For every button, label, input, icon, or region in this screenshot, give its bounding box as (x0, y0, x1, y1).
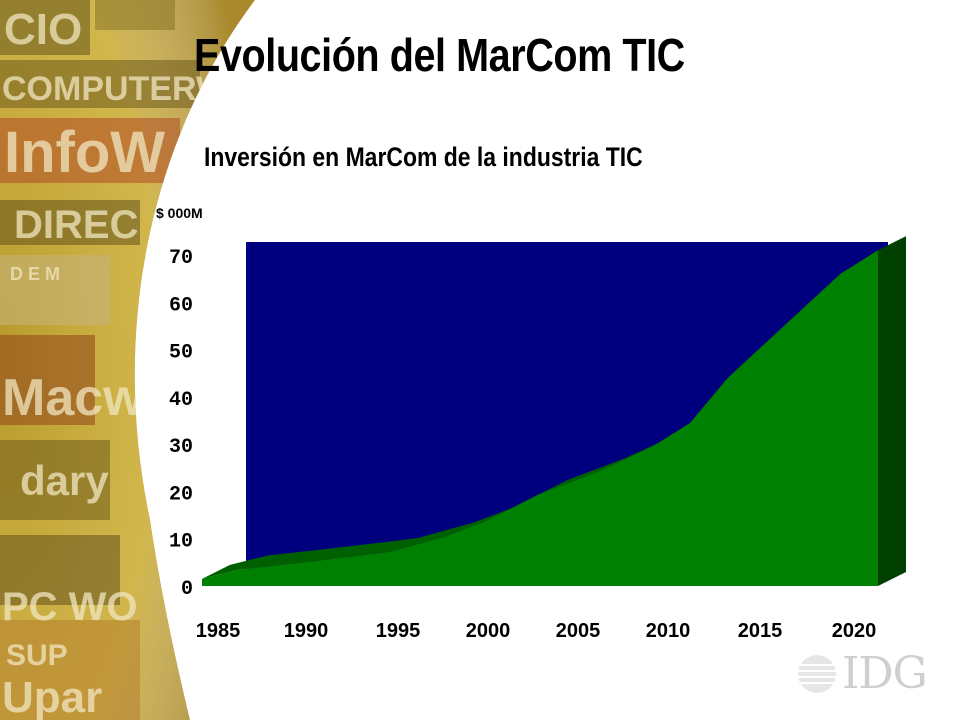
x-tick-label: 2020 (832, 620, 877, 642)
idg-globe-icon (798, 655, 836, 693)
x-tick-label: 2015 (738, 620, 783, 642)
slide-title: Evolución del MarCom TIC (194, 29, 685, 81)
y-tick-label: 60 (169, 294, 193, 317)
y-tick-label: 40 (169, 389, 193, 412)
y-tick-label: 10 (169, 531, 193, 554)
collage-text: DIREC (14, 203, 138, 247)
y-tick-label: 70 (169, 247, 193, 270)
y-axis-unit-label: $ 000M (156, 205, 203, 221)
collage-text: InfoW (4, 120, 165, 185)
x-tick-label: 2000 (466, 620, 511, 642)
y-tick-label: 30 (169, 436, 193, 459)
collage-text: PC WO (2, 585, 138, 629)
x-tick-label: 1995 (376, 620, 421, 642)
collage-text: CIO (4, 5, 82, 54)
x-tick-label: 1990 (284, 620, 329, 642)
collage-text: SUP (6, 639, 68, 672)
chart-subtitle: Inversión en MarCom de la industria TIC (204, 142, 643, 172)
collage-text: D E M (10, 264, 60, 284)
area-series (202, 250, 878, 586)
x-tick-label: 2010 (646, 620, 691, 642)
collage-text: dary (20, 457, 109, 504)
x-tick-label: 2005 (556, 620, 601, 642)
y-tick-label: 20 (169, 483, 193, 506)
idg-logo: IDG (842, 648, 928, 699)
y-tick-label: 0 (181, 578, 193, 601)
collage-text: Upar (2, 673, 102, 720)
x-tick-label: 1985 (196, 620, 241, 642)
y-tick-label: 50 (169, 342, 193, 365)
area-side-face (878, 236, 906, 586)
collage-text: Macw (2, 369, 144, 427)
